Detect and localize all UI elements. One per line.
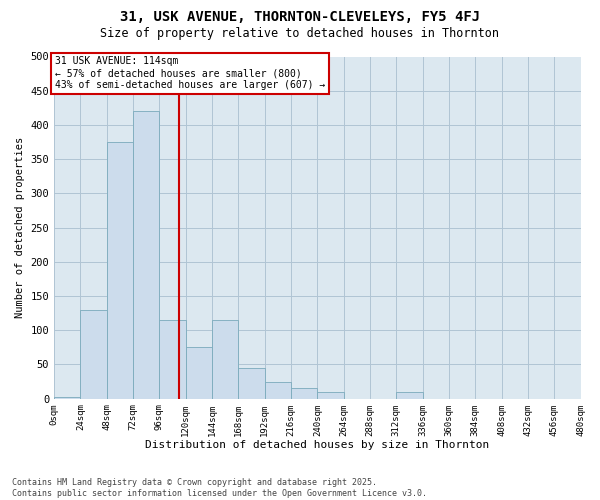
Bar: [396, 392, 422, 398]
Text: 31, USK AVENUE, THORNTON-CLEVELEYS, FY5 4FJ: 31, USK AVENUE, THORNTON-CLEVELEYS, FY5 …: [120, 10, 480, 24]
Text: 31 USK AVENUE: 114sqm
← 57% of detached houses are smaller (800)
43% of semi-det: 31 USK AVENUE: 114sqm ← 57% of detached …: [55, 56, 325, 90]
Bar: [265, 382, 291, 398]
Bar: [291, 388, 317, 398]
Bar: [317, 392, 344, 398]
Bar: [80, 310, 107, 398]
X-axis label: Distribution of detached houses by size in Thornton: Distribution of detached houses by size …: [145, 440, 490, 450]
Bar: [133, 112, 160, 399]
Bar: [107, 142, 133, 399]
Bar: [186, 348, 212, 399]
Y-axis label: Number of detached properties: Number of detached properties: [15, 137, 25, 318]
Bar: [160, 320, 186, 398]
Bar: [238, 368, 265, 398]
Text: Size of property relative to detached houses in Thornton: Size of property relative to detached ho…: [101, 28, 499, 40]
Bar: [212, 320, 238, 398]
Text: Contains HM Land Registry data © Crown copyright and database right 2025.
Contai: Contains HM Land Registry data © Crown c…: [12, 478, 427, 498]
